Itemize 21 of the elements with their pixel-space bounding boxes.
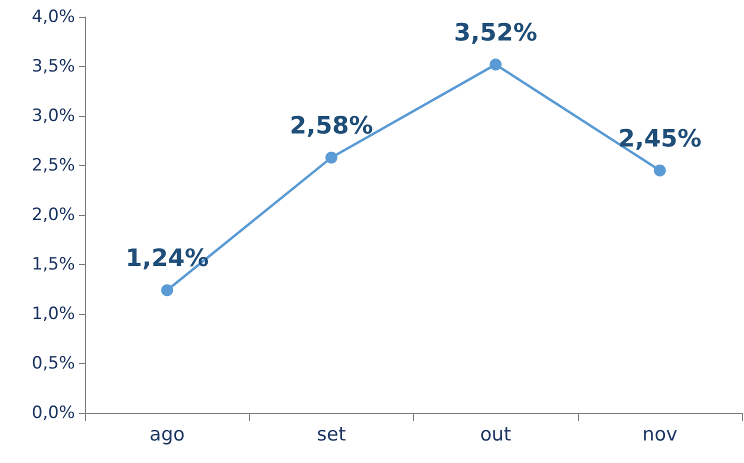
x-tick-label: nov (642, 424, 678, 446)
point (490, 58, 502, 71)
y-tick-label: 3,0% (32, 106, 75, 126)
data-label: 2,45% (618, 124, 702, 152)
point (325, 152, 338, 164)
y-tick-label: 1,0% (32, 304, 75, 324)
y-tick-label: 3,5% (32, 56, 75, 76)
x-tick-label: set (316, 424, 346, 446)
point (161, 284, 174, 296)
x-tick-label: out (480, 424, 512, 446)
data-label: 3,52% (454, 18, 538, 47)
data-label: 1,24% (125, 244, 209, 272)
y-tick-label: 4,0% (32, 7, 75, 27)
y-tick-label: 0,0% (32, 403, 75, 423)
data-label: 2,58% (290, 112, 374, 140)
point (654, 164, 666, 176)
y-tick-label: 2,5% (32, 156, 75, 176)
y-tick-label: 2,0% (32, 205, 75, 225)
y-tick-label: 1,5% (32, 254, 75, 274)
x-tick-label: ago (149, 424, 185, 446)
y-tick-label: 0,5% (32, 354, 75, 374)
